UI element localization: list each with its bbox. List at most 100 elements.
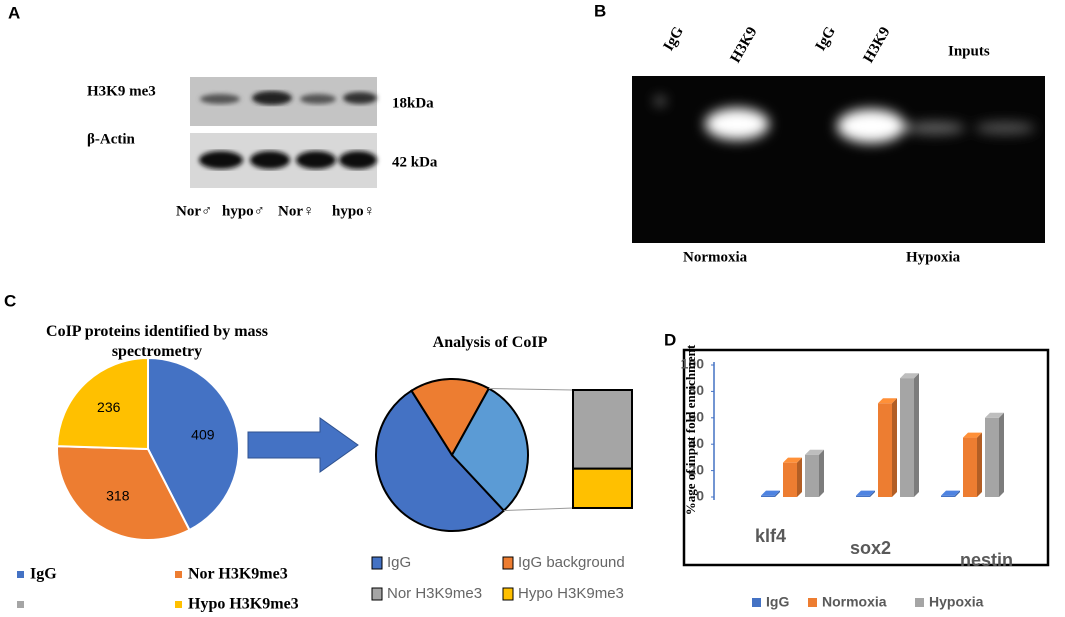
bar [856, 495, 870, 497]
bands [199, 151, 377, 169]
bar [761, 495, 775, 497]
y-tick-label: 100 [681, 356, 705, 372]
pie-slice [147, 356, 240, 532]
bar-side [797, 457, 802, 497]
legend-swatch [915, 598, 924, 607]
legend-swatch [808, 598, 817, 607]
size-label: 18kDa [392, 95, 434, 111]
legend-swatch [175, 601, 182, 608]
data-label: 236 [97, 399, 121, 415]
x-tick-label: nestin [960, 550, 1013, 570]
lane-label: Nor♀ [278, 203, 314, 219]
bar-side [999, 412, 1004, 497]
lane-label: H3K9 [861, 25, 894, 66]
legend-label: Nor H3K9me3 [387, 585, 482, 602]
chart-title: CoIP proteins identified by mass spectro… [46, 323, 268, 360]
legend-label: Hypo H3K9me3 [518, 585, 624, 602]
y-tick-label: 40 [688, 435, 704, 451]
pie-slice [56, 445, 191, 541]
legend-swatch [371, 587, 383, 601]
bar-top [878, 398, 897, 404]
bar-side [914, 373, 919, 497]
data-label: 318 [106, 487, 130, 503]
bar [805, 454, 819, 497]
bar-top [805, 449, 824, 455]
bar-side [870, 490, 875, 497]
legend-label: IgG [387, 554, 411, 571]
bar-top [900, 373, 919, 379]
bar-side [819, 449, 824, 497]
bar-segment [572, 467, 633, 509]
legend-label: IgG background [518, 554, 625, 571]
connector [503, 507, 574, 512]
y-tick-label: 20 [688, 461, 704, 477]
bar-top [941, 490, 960, 496]
legend-swatch [752, 598, 761, 607]
legend-label: Normoxia [822, 594, 887, 610]
lane-label: Nor♂ [176, 203, 212, 219]
bar-top [856, 490, 875, 496]
panel-letter: C [4, 291, 16, 310]
legend-swatch [371, 556, 383, 570]
row-label: H3K9 me3 [87, 83, 156, 99]
pie-slice [56, 356, 149, 451]
panel-letter: B [594, 1, 606, 20]
bar [878, 403, 892, 497]
bar [963, 437, 977, 497]
y-axis-label: %age of input fold enrichment [683, 344, 698, 515]
bar [985, 417, 999, 497]
legend-swatch [502, 587, 514, 601]
legend-swatch [502, 556, 514, 570]
bar-side [955, 490, 960, 497]
lane-label: Inputs [948, 43, 990, 59]
x-tick-label: klf4 [755, 526, 786, 546]
bar [941, 495, 955, 497]
lane-label: hypo♀ [332, 203, 375, 219]
x-tick-label: sox2 [850, 538, 891, 558]
connector [488, 388, 574, 391]
lane-label: hypo♂ [222, 203, 265, 219]
bar-side [892, 398, 897, 497]
chart-title: Analysis of CoIP [432, 334, 548, 351]
legend-label: IgG [766, 594, 789, 610]
arrow [247, 417, 359, 473]
y-tick-label: 0 [696, 488, 704, 504]
bar [783, 462, 797, 497]
lane-label: IgG [661, 24, 688, 54]
pie-slice [375, 389, 506, 532]
legend-swatch [175, 571, 182, 578]
condition-label: Normoxia [683, 249, 748, 265]
legend-swatch [17, 601, 24, 608]
lane-label: IgG [813, 24, 840, 54]
bar-top [963, 432, 982, 438]
condition-label: Hypoxia [906, 249, 961, 265]
bar-side [977, 432, 982, 497]
panel-letter: D [664, 330, 676, 349]
y-tick-label: 80 [688, 382, 704, 398]
pie-slice [410, 378, 491, 457]
bar-side [775, 490, 780, 497]
legend-label: Nor H3K9me3 [188, 566, 288, 583]
bar-top [783, 457, 802, 463]
row-label: β-Actin [87, 131, 136, 147]
legend-label: IgG [30, 566, 57, 583]
size-label: 42 kDa [392, 154, 438, 170]
bar [900, 378, 914, 497]
panel-letter: A [8, 3, 20, 22]
data-label: 409 [191, 426, 215, 442]
y-tick-label: 60 [688, 409, 704, 425]
pie-slice [450, 387, 529, 512]
bar-top [761, 490, 780, 496]
bar-segment [572, 389, 633, 470]
legend-swatch [17, 571, 24, 578]
gel-bands [655, 97, 1035, 143]
legend-label: Hypo H3K9me3 [188, 596, 299, 613]
gel [632, 76, 1045, 243]
bar-top [985, 412, 1004, 418]
legend-label: Hypoxia [929, 594, 984, 610]
chart-frame [682, 348, 1050, 567]
lane-label: H3K9 [728, 25, 761, 66]
bands [200, 91, 377, 105]
